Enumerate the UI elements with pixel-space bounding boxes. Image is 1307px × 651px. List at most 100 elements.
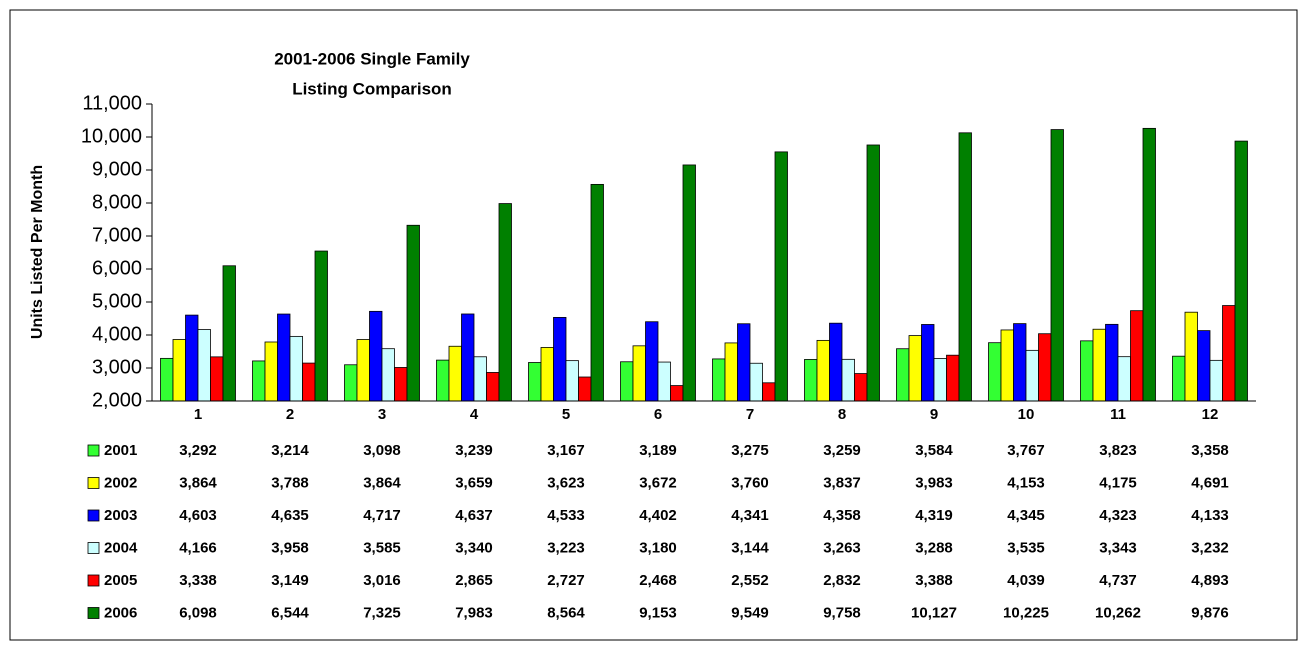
table-value: 4,637 bbox=[455, 507, 493, 524]
legend-swatch bbox=[87, 574, 100, 587]
bar bbox=[712, 358, 726, 402]
table-value: 4,175 bbox=[1099, 474, 1137, 491]
bar bbox=[854, 373, 868, 402]
y-axis-label: Units Listed Per Month bbox=[29, 165, 46, 339]
y-tick-label: 3,000 bbox=[92, 356, 142, 378]
x-tick-label: 12 bbox=[1202, 406, 1219, 423]
table-value: 3,535 bbox=[1007, 539, 1045, 556]
table-value: 9,153 bbox=[639, 604, 677, 621]
y-tick-label: 4,000 bbox=[92, 323, 142, 345]
table-value: 3,864 bbox=[363, 474, 401, 491]
x-tick-label: 11 bbox=[1110, 406, 1126, 423]
bar bbox=[578, 376, 592, 402]
y-tick-label: 2,000 bbox=[92, 389, 142, 411]
table-value: 3,288 bbox=[915, 539, 953, 556]
table-value: 4,533 bbox=[547, 507, 585, 524]
bar bbox=[302, 362, 316, 402]
table-value: 9,758 bbox=[823, 604, 861, 621]
table-value: 6,544 bbox=[271, 604, 309, 621]
table-value: 3,584 bbox=[915, 442, 953, 459]
table-value: 4,717 bbox=[363, 507, 401, 524]
table-value: 3,823 bbox=[1099, 442, 1137, 459]
bar bbox=[632, 345, 646, 402]
legend-label: 2001 bbox=[104, 442, 137, 459]
table-value: 3,292 bbox=[179, 442, 217, 459]
table-value: 10,225 bbox=[1003, 604, 1049, 621]
table-value: 3,189 bbox=[639, 442, 677, 459]
bar bbox=[473, 356, 487, 402]
legend-swatch bbox=[87, 477, 100, 489]
bar bbox=[866, 144, 880, 402]
x-tick-label: 2 bbox=[286, 406, 294, 423]
bar bbox=[1172, 355, 1186, 402]
bar bbox=[197, 329, 211, 402]
table-value: 4,039 bbox=[1007, 572, 1045, 589]
table-value: 9,549 bbox=[731, 604, 769, 621]
bar bbox=[1038, 333, 1052, 402]
bar bbox=[448, 345, 462, 402]
bar bbox=[277, 313, 291, 402]
bar bbox=[958, 132, 972, 402]
bar bbox=[908, 335, 922, 402]
table-value: 4,345 bbox=[1007, 507, 1045, 524]
bar bbox=[222, 265, 236, 402]
table-value: 7,983 bbox=[455, 604, 493, 621]
legend-label: 2006 bbox=[104, 604, 137, 621]
bar bbox=[933, 358, 947, 402]
table-value: 4,893 bbox=[1191, 572, 1229, 589]
table-value: 3,340 bbox=[455, 539, 493, 556]
table-value: 3,983 bbox=[915, 474, 953, 491]
bar bbox=[252, 360, 266, 402]
bar bbox=[160, 357, 174, 402]
table-value: 2,552 bbox=[731, 572, 769, 589]
bar bbox=[896, 348, 910, 402]
table-value: 3,275 bbox=[731, 442, 769, 459]
bar bbox=[829, 322, 843, 402]
bar bbox=[381, 348, 395, 402]
bar bbox=[1197, 330, 1211, 402]
table-value: 4,323 bbox=[1099, 507, 1137, 524]
table-value: 8,564 bbox=[547, 604, 585, 621]
bar bbox=[670, 385, 684, 402]
bar bbox=[921, 324, 935, 402]
bar bbox=[1209, 359, 1223, 402]
bar bbox=[1092, 328, 1106, 402]
x-tick-label: 1 bbox=[194, 406, 202, 423]
legend-swatch bbox=[87, 509, 100, 522]
bar bbox=[369, 310, 383, 402]
table-value: 3,098 bbox=[363, 442, 401, 459]
chart-title: 2001-2006 Single Family bbox=[274, 49, 470, 68]
table-value: 6,098 bbox=[179, 604, 217, 621]
x-tick-label: 3 bbox=[378, 406, 386, 423]
bar bbox=[528, 362, 542, 402]
table-value: 2,865 bbox=[455, 572, 493, 589]
bar bbox=[737, 323, 751, 402]
table-value: 3,259 bbox=[823, 442, 861, 459]
bar bbox=[988, 342, 1002, 402]
legend-label: 2002 bbox=[104, 474, 137, 491]
table-value: 4,341 bbox=[731, 507, 769, 524]
x-tick-label: 8 bbox=[838, 406, 846, 423]
table-value: 3,864 bbox=[179, 474, 217, 491]
table-value: 3,180 bbox=[639, 539, 677, 556]
table-value: 3,837 bbox=[823, 474, 861, 491]
x-tick-label: 9 bbox=[930, 406, 938, 423]
bar bbox=[185, 314, 199, 402]
bar bbox=[394, 367, 408, 402]
legend-label: 2005 bbox=[104, 572, 137, 589]
table-value: 3,659 bbox=[455, 474, 493, 491]
x-tick-label: 5 bbox=[562, 406, 570, 423]
bar bbox=[1222, 305, 1236, 402]
table-value: 3,263 bbox=[823, 539, 861, 556]
bar bbox=[1142, 127, 1156, 402]
table-value: 3,232 bbox=[1191, 539, 1229, 556]
bar bbox=[172, 339, 186, 402]
legend-swatch bbox=[87, 542, 100, 554]
bar bbox=[657, 361, 671, 402]
bar bbox=[264, 341, 278, 402]
bar bbox=[210, 356, 224, 402]
bar bbox=[682, 164, 696, 402]
bar bbox=[1025, 349, 1039, 402]
